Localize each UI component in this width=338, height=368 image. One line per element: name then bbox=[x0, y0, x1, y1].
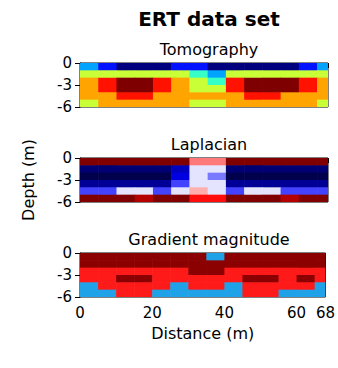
svg-text:Laplacian: Laplacian bbox=[171, 135, 247, 154]
svg-text:-3: -3 bbox=[57, 171, 72, 189]
svg-text:Tomography: Tomography bbox=[159, 40, 259, 59]
svg-text:ERT data set: ERT data set bbox=[138, 7, 280, 31]
svg-text:40: 40 bbox=[215, 304, 234, 322]
svg-text:0: 0 bbox=[62, 244, 72, 262]
svg-text:0: 0 bbox=[75, 304, 85, 322]
svg-text:Depth (m): Depth (m) bbox=[19, 139, 38, 221]
svg-text:-6: -6 bbox=[57, 193, 72, 211]
svg-text:60: 60 bbox=[287, 304, 306, 322]
svg-text:-3: -3 bbox=[57, 266, 72, 284]
svg-text:0: 0 bbox=[62, 149, 72, 167]
svg-text:0: 0 bbox=[62, 54, 72, 72]
svg-text:-6: -6 bbox=[57, 288, 72, 306]
svg-text:-3: -3 bbox=[57, 76, 72, 94]
svg-text:68: 68 bbox=[316, 304, 335, 322]
svg-text:Distance (m): Distance (m) bbox=[151, 324, 254, 343]
svg-text:-6: -6 bbox=[57, 98, 72, 116]
svg-text:20: 20 bbox=[143, 304, 162, 322]
svg-text:Gradient magnitude: Gradient magnitude bbox=[128, 230, 289, 249]
